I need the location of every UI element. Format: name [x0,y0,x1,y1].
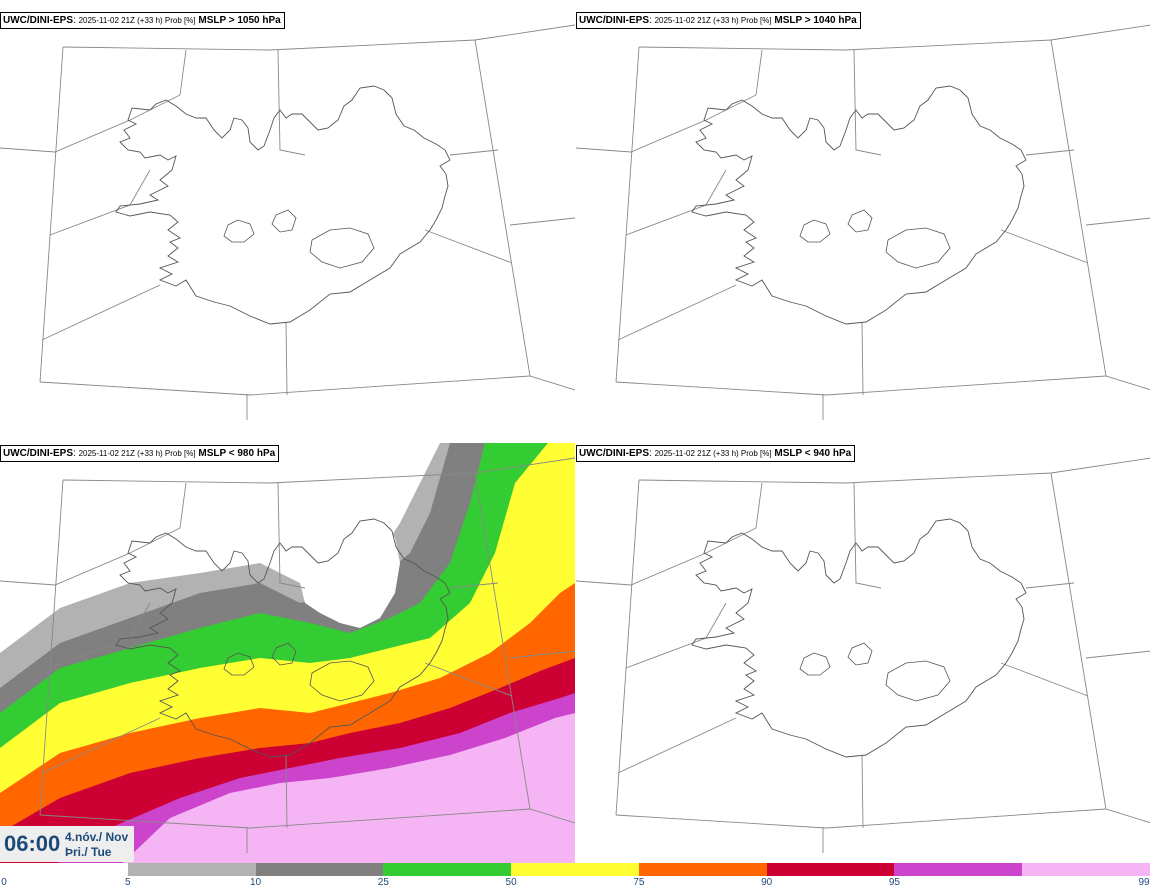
valid-weekday-text: Þri./ Tue [65,845,112,859]
panel-title: UWC/DINI-EPS: 2025-11-02 21Z (+33 h) Pro… [0,12,285,29]
legend-tick-label: 99 [1138,877,1150,888]
map-panel-mslp-gt-1050: UWC/DINI-EPS: 2025-11-02 21Z (+33 h) Pro… [0,10,575,442]
legend-swatch [638,863,768,876]
legend-swatch [255,863,384,876]
legend-tick-label: 75 [633,877,645,888]
legend-tick-label: 25 [377,877,389,888]
valid-hour: 06:00 [4,831,61,856]
panel-title: UWC/DINI-EPS: 2025-11-02 21Z (+33 h) Pro… [576,12,861,29]
legend-tick-label: 90 [761,877,773,888]
legend-tick-label: 5 [124,877,131,888]
valid-time-box: 06:00 4.nóv./ Nov Þri./ Tue [0,826,134,862]
legend-tick-label: 0 [1,877,7,888]
color-legend: 0 5 10 25 50 75 90 95 99 [0,862,1150,891]
legend-tick-label: 10 [249,877,262,888]
valid-date: 4.nóv./ Nov Þri./ Tue [65,830,128,860]
map-panel-mslp-gt-1040: UWC/DINI-EPS: 2025-11-02 21Z (+33 h) Pro… [576,10,1150,442]
panel-title: UWC/DINI-EPS: 2025-11-02 21Z (+33 h) Pro… [576,445,856,462]
legend-swatch [1022,863,1150,876]
legend-tick-label: 95 [888,877,900,888]
legend-tick-label: 50 [505,877,517,888]
iceland-map [576,24,1150,421]
legend-swatch [766,863,895,876]
legend-swatch [127,863,257,876]
legend-swatch [0,863,129,876]
map-panel-mslp-lt-940: UWC/DINI-EPS: 2025-11-02 21Z (+33 h) Pro… [576,443,1150,875]
panel-title: UWC/DINI-EPS: 2025-11-02 21Z (+33 h) Pro… [0,445,280,462]
map-panel-mslp-lt-980: UWC/DINI-EPS: 2025-11-02 21Z (+33 h) Pro… [0,443,575,875]
iceland-map [576,457,1150,854]
probability-field [0,443,575,875]
legend-swatch [894,863,1023,876]
valid-date-text: 4.nóv./ Nov [65,830,129,844]
legend-swatch [383,863,512,876]
legend-swatch [511,863,640,876]
iceland-map [0,24,575,421]
